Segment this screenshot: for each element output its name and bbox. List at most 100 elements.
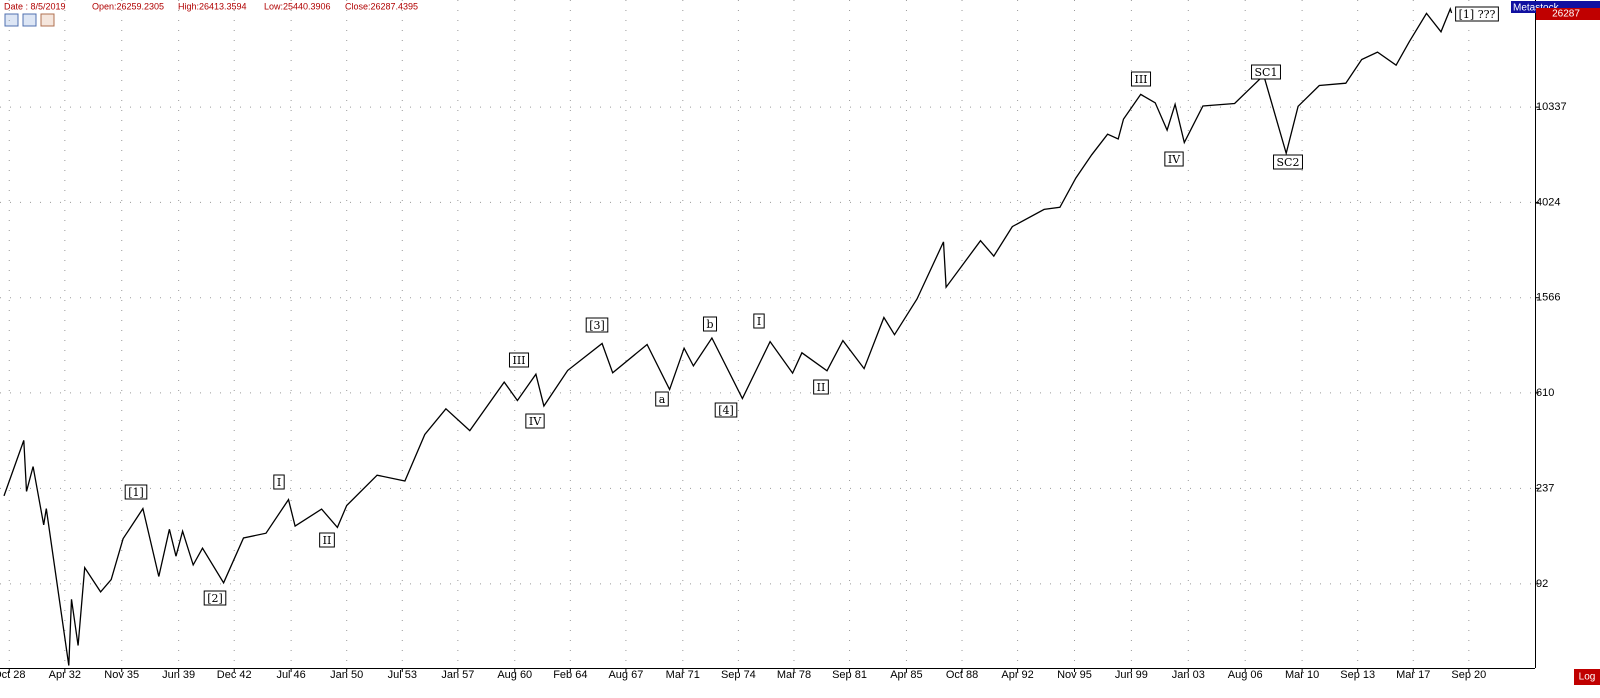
x-tick-label: Mar 71 [666,669,700,681]
x-tick-label: Mar 78 [777,669,811,681]
wave-label-text: III [1134,73,1147,86]
wave-label: a [655,391,669,407]
wave-label-text: [2] [207,592,223,605]
wave-label-text: SC1 [1255,66,1278,79]
wave-label-text: II [323,534,332,547]
x-tick-label: Aug 67 [608,669,643,681]
y-tick-label: 237 [1536,482,1554,494]
toolbar-icons[interactable] [4,13,55,27]
header-date: Date : 8/5/2019 [4,1,66,11]
wave-label-text: a [659,393,666,406]
header-high: High:26413.3594 [178,1,247,11]
log-button-label[interactable]: Log [1579,672,1596,683]
wave-label: b [702,316,718,332]
wave-label-box [525,413,545,429]
wave-label-box [508,352,530,368]
x-tick-label: Nov 95 [1057,669,1092,681]
wave-label-text: [4] [718,404,734,417]
wave-label-text: III [512,354,525,367]
wave-label: II [813,379,829,395]
wave-label-text: II [817,381,826,394]
wave-label-box [1251,64,1281,80]
x-tick-label: Jan 50 [330,669,363,681]
x-tick-label: Jul 53 [388,669,417,681]
x-tick-label: Oct 88 [946,669,978,681]
wave-label-box [124,484,148,500]
x-tick-label: Sep 20 [1451,669,1486,681]
wave-label: [1] [124,484,148,500]
wave-label-text: IV [1168,153,1181,166]
header-low: Low:25440.3906 [264,1,331,11]
wave-label: II [319,532,335,548]
header-open: Open:26259.2305 [92,1,164,11]
icon[interactable] [40,13,55,27]
x-tick-label: Apr 85 [890,669,922,681]
wave-label-text: SC2 [1277,156,1300,169]
wave-label-box [1273,154,1303,170]
x-tick-label: Dec 42 [217,669,252,681]
x-tick-label: Mar 10 [1285,669,1319,681]
x-tick-label: Aug 06 [1228,669,1263,681]
wave-label: III [508,352,530,368]
wave-label: [3] [585,317,609,333]
x-tick-label: Apr 32 [49,669,81,681]
icon[interactable] [4,13,19,27]
wave-label-box [585,317,609,333]
wave-label-text: I [277,476,281,489]
price-tag-box [1536,8,1600,20]
wave-label: III [1130,71,1152,87]
price-line [3,7,1453,666]
wave-label: I [273,474,285,490]
wave-label: SC2 [1273,154,1303,170]
x-tick-label: Mar 17 [1396,669,1430,681]
wave-label-box [813,379,829,395]
wave-label-box [203,590,227,606]
x-tick-label: Jan 57 [441,669,474,681]
wave-label-text: [1] ??? [1459,8,1496,21]
y-tick-label: 610 [1536,387,1554,399]
wave-label: IV [1164,151,1184,167]
y-tick-label: 92 [1536,578,1548,590]
wave-label-text: [1] [128,486,144,499]
x-tick-label: Jul 46 [276,669,305,681]
wave-label-box [702,316,718,332]
y-tick-label: 10337 [1536,101,1567,113]
wave-label: I [753,313,765,329]
wave-label-text: I [757,315,761,328]
icon[interactable] [22,13,37,27]
x-tick-label: Jan 03 [1172,669,1205,681]
wave-label-text: [3] [589,319,605,332]
x-tick-label: Sep 81 [832,669,867,681]
x-tick-label: Sep 74 [721,669,756,681]
x-tick-label: Nov 35 [104,669,139,681]
y-tick-label: 1566 [1536,292,1560,304]
wave-label: [2] [203,590,227,606]
wave-label: [1] ??? [1455,6,1499,22]
wave-label-text: IV [529,415,542,428]
log-button[interactable] [1574,669,1600,685]
y-tick-label: 4024 [1536,196,1560,208]
x-tick-label: Jun 39 [162,669,195,681]
wave-label-box [753,313,765,329]
wave-label-box [319,532,335,548]
wave-label: SC1 [1251,64,1281,80]
wave-label-box [1130,71,1152,87]
x-tick-label: Jun 99 [1115,669,1148,681]
x-tick-label: Feb 64 [553,669,587,681]
wave-label: [4] [714,402,738,418]
x-tick-label: Oct 28 [0,669,25,681]
wave-label-box [655,391,669,407]
wave-label: IV [525,413,545,429]
x-tick-label: Apr 92 [1001,669,1033,681]
x-tick-label: Sep 13 [1340,669,1375,681]
wave-label-box [273,474,285,490]
header-close: Close:26287.4395 [345,1,418,11]
wave-label-box [714,402,738,418]
wave-label-box [1455,6,1499,22]
price-tag: 26287 [1552,9,1580,20]
wave-label-box [1164,151,1184,167]
x-tick-label: Aug 60 [497,669,532,681]
